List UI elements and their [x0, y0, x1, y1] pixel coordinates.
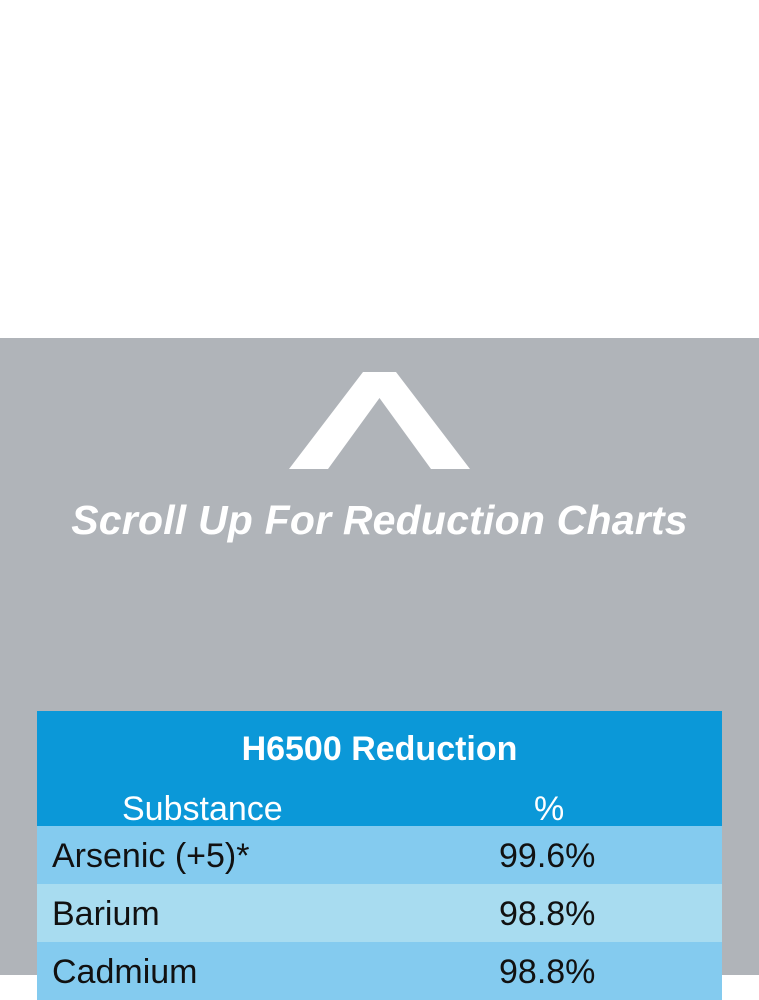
table-row: Arsenic (+5)* 99.6%: [37, 826, 722, 884]
substance-cell: Arsenic (+5)*: [52, 837, 250, 875]
column-header-substance: Substance: [122, 790, 283, 828]
percent-cell: 99.6%: [499, 837, 596, 875]
column-header-percent: %: [534, 790, 565, 828]
table-row: Cadmium 98.8%: [37, 942, 722, 1000]
reduction-table: H6500 Reduction Substance % Arsenic (+5)…: [37, 711, 722, 1000]
chevron-up-icon[interactable]: [289, 372, 470, 469]
percent-cell: 98.8%: [499, 895, 596, 933]
table-title: H6500 Reduction: [241, 730, 518, 768]
table-row: Barium 98.8%: [37, 884, 722, 942]
substance-cell: Cadmium: [52, 953, 198, 991]
blank-area: [0, 0, 759, 338]
substance-cell: Barium: [52, 895, 160, 933]
percent-cell: 98.8%: [499, 953, 596, 991]
scroll-up-label[interactable]: Scroll Up For Reduction Charts: [71, 497, 688, 543]
table-header: H6500 Reduction Substance %: [37, 711, 722, 828]
